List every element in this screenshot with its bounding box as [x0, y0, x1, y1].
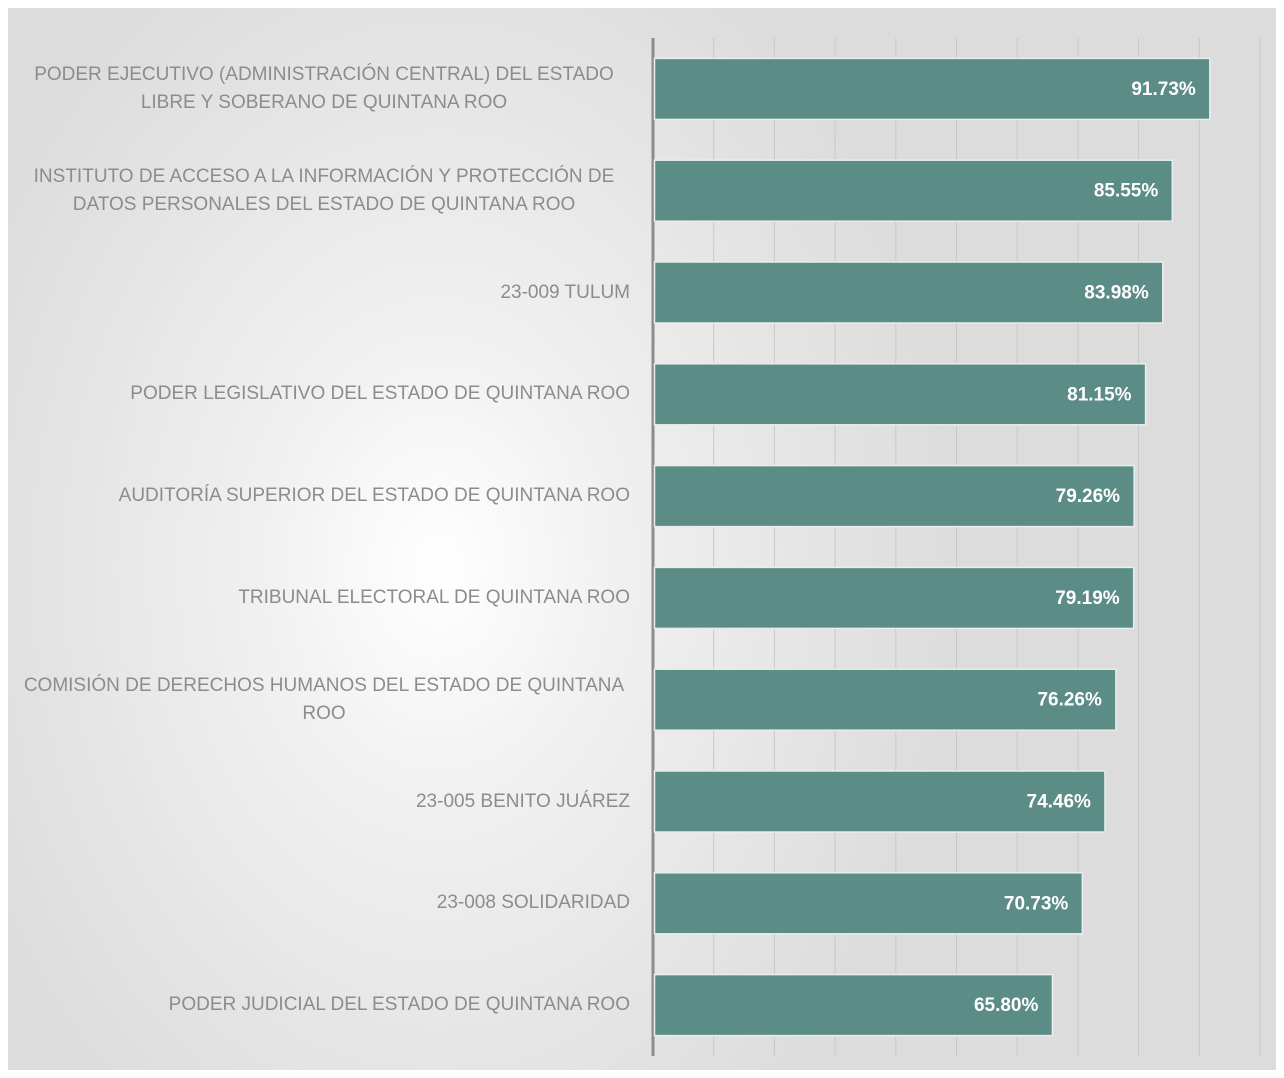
category-label: PODER LEGISLATIVO DEL ESTADO DE QUINTANA… [18, 380, 630, 408]
bar [653, 464, 1135, 528]
bar [653, 770, 1106, 833]
bar [653, 261, 1164, 324]
value-label: 83.98% [1084, 283, 1149, 304]
category-label: 23-005 BENITO JUÁREZ [18, 788, 630, 816]
value-label: 65.80% [974, 995, 1039, 1016]
category-text: 23-008 SOLIDARIDAD [436, 892, 630, 914]
chart-area: 91.73% 85.55% 83.98% 81.15% 79.26% 79.19% 76.2… [8, 8, 1276, 1070]
value-label: 79.26% [1056, 486, 1121, 507]
category-text: INSTITUTO DE ACCESO A LA INFORMACIÓN Y P… [33, 165, 615, 215]
category-text: AUDITORÍA SUPERIOR DEL ESTADO DE QUINTAN… [118, 485, 630, 507]
category-label: 23-008 SOLIDARIDAD [18, 889, 630, 917]
bar [653, 872, 1084, 935]
category-label: 23-009 TULUM [18, 279, 630, 307]
category-text: COMISIÓN DE DERECHOS HUMANOS DEL ESTADO … [23, 674, 625, 724]
chart: 91.73% 85.55% 83.98% 81.15% 79.26% 79.19% 76.2… [651, 38, 1261, 1056]
bar [653, 363, 1147, 426]
category-text: PODER LEGISLATIVO DEL ESTADO DE QUINTANA… [130, 383, 630, 405]
value-label: 74.46% [1027, 792, 1092, 813]
value-label: 91.73% [1131, 79, 1196, 100]
category-label: PODER JUDICIAL DEL ESTADO DE QUINTANA RO… [18, 991, 630, 1019]
value-label: 79.19% [1055, 588, 1120, 609]
bar [653, 973, 1054, 1037]
bar [653, 668, 1117, 731]
category-text: TRIBUNAL ELECTORAL DE QUINTANA ROO [238, 586, 630, 608]
category-label: PODER EJECUTIVO (ADMINISTRACIÓN CENTRAL)… [18, 61, 630, 117]
value-label: 81.15% [1067, 384, 1132, 405]
category-text: PODER JUDICIAL DEL ESTADO DE QUINTANA RO… [168, 994, 630, 1016]
value-label: 76.26% [1037, 690, 1102, 711]
category-text: PODER EJECUTIVO (ADMINISTRACIÓN CENTRAL)… [34, 63, 614, 113]
category-text: 23-005 BENITO JUÁREZ [415, 790, 630, 812]
category-label: TRIBUNAL ELECTORAL DE QUINTANA ROO [18, 584, 630, 612]
category-label: AUDITORÍA SUPERIOR DEL ESTADO DE QUINTAN… [18, 482, 630, 510]
bar [653, 566, 1135, 630]
value-label: 70.73% [1004, 893, 1069, 914]
category-text: 23-009 TULUM [500, 281, 630, 303]
category-label: INSTITUTO DE ACCESO A LA INFORMACIÓN Y P… [18, 163, 630, 219]
bar [653, 57, 1211, 121]
value-label: 85.55% [1094, 181, 1159, 202]
category-label: COMISIÓN DE DERECHOS HUMANOS DEL ESTADO … [18, 672, 630, 728]
bar [653, 159, 1174, 222]
